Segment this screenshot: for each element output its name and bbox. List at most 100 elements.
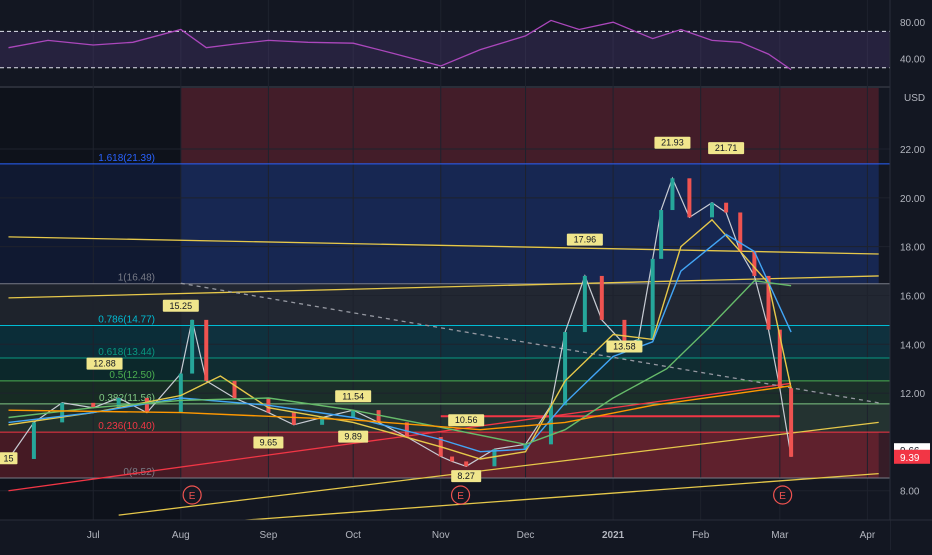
moving-average-line[interactable] xyxy=(8,280,792,446)
fib-level-label: 0.382(11.56) xyxy=(99,393,155,404)
price-annotation-box xyxy=(162,299,199,312)
price-candle[interactable] xyxy=(650,258,655,340)
annotations: 15.25 12.88 11.54 10.56 9.65 9.89 8.27 17.96 13.… xyxy=(0,136,793,505)
price-candle[interactable] xyxy=(738,212,743,252)
price-candle[interactable] xyxy=(232,380,237,398)
price-annotation-label: 8.27 xyxy=(457,471,475,481)
price-candle[interactable] xyxy=(178,373,183,413)
price-annotation-label: 15 xyxy=(3,453,13,463)
fib-level-label: 0.5(12.50) xyxy=(109,370,155,381)
price-candle[interactable] xyxy=(766,275,771,330)
moving-average-line[interactable] xyxy=(8,233,792,453)
price-annotation-label: 13.58 xyxy=(613,342,636,352)
price-annotation-box xyxy=(566,233,603,246)
price-candle[interactable] xyxy=(91,402,96,408)
price-candle[interactable] xyxy=(204,319,209,381)
price-candle[interactable] xyxy=(190,319,195,374)
trendline-support[interactable] xyxy=(8,275,879,299)
price-candle[interactable] xyxy=(622,319,627,345)
oscillator-band xyxy=(0,31,890,68)
fib-level-label: 1.618(21.39) xyxy=(98,153,155,164)
price-candle[interactable] xyxy=(144,397,149,413)
price-tick-label: 20.00 xyxy=(900,194,925,205)
price-tick-label: 18.00 xyxy=(900,243,925,254)
earnings-marker-icon xyxy=(773,485,793,505)
price-candle[interactable] xyxy=(523,444,528,450)
price-candle[interactable] xyxy=(464,461,469,467)
time-tick-label: Sep xyxy=(260,530,278,541)
oscillator-line[interactable] xyxy=(8,19,792,71)
price-candle[interactable] xyxy=(31,422,36,459)
fib-zone xyxy=(180,88,879,164)
price-tick-label: 14.00 xyxy=(900,340,925,351)
price-candle[interactable] xyxy=(659,210,664,259)
price-candle[interactable] xyxy=(789,388,794,457)
moving-average-line[interactable] xyxy=(8,218,792,460)
price-candle[interactable] xyxy=(351,410,356,418)
price-annotation-label: 9.65 xyxy=(260,437,278,447)
price-series[interactable] xyxy=(6,176,794,467)
fib-band xyxy=(0,380,890,404)
trendline-projection[interactable] xyxy=(180,282,879,404)
earnings-marker-label: E xyxy=(457,491,464,502)
price-tick-label: 22.00 xyxy=(900,145,925,156)
time-tick-label: Oct xyxy=(345,530,361,541)
oscillator-panel[interactable] xyxy=(0,19,890,71)
earnings-marker-label: E xyxy=(189,491,196,502)
price-annotation-box xyxy=(86,357,123,370)
price-candle[interactable] xyxy=(450,456,455,462)
current-price-badge[interactable] xyxy=(894,449,930,464)
fib-levels[interactable]: 1.618(21.39) 1(16.48) 0.786(14.77) 0.618(13… xyxy=(0,153,890,479)
trendline-resistance[interactable] xyxy=(8,382,792,492)
price-candle[interactable] xyxy=(687,178,692,218)
price-tick-label: 12.00 xyxy=(900,389,925,400)
price-annotation-box xyxy=(606,340,643,353)
price-annotation-label: 10.56 xyxy=(455,415,478,425)
price-candle[interactable] xyxy=(752,251,757,276)
price-candle[interactable] xyxy=(492,449,497,467)
fib-zone xyxy=(0,88,181,520)
trendline-support[interactable] xyxy=(146,472,879,528)
trendline-support[interactable] xyxy=(8,236,879,255)
price-candle[interactable] xyxy=(320,417,325,425)
fib-band xyxy=(0,357,890,381)
price-candle[interactable] xyxy=(777,329,782,389)
earnings-marker-label: E xyxy=(779,491,786,502)
price-annotation-box xyxy=(708,142,745,155)
trendline-support[interactable] xyxy=(118,421,879,516)
price-annotation-label: 12.88 xyxy=(93,359,116,369)
trendlines[interactable] xyxy=(8,236,879,528)
price-candle[interactable] xyxy=(599,275,604,320)
price-candle[interactable] xyxy=(548,405,553,445)
price-annotation-box xyxy=(338,430,369,443)
price-annotation-box xyxy=(0,452,18,465)
price-candle[interactable] xyxy=(582,275,587,333)
price-tick-label: 16.00 xyxy=(900,291,925,302)
price-tick-label: 8.00 xyxy=(900,487,920,498)
earnings-marker-icon xyxy=(450,485,471,505)
time-tick-label: Dec xyxy=(517,530,535,541)
fib-level-label: 0.786(14.77) xyxy=(98,314,155,325)
time-tick-label: Mar xyxy=(771,530,789,541)
price-candle[interactable] xyxy=(291,412,296,425)
fib-level-label: 0.236(10.40) xyxy=(98,421,155,432)
price-annotation-box xyxy=(253,436,284,449)
price-annotation-label: 21.93 xyxy=(661,138,684,148)
time-tick-label: Apr xyxy=(860,530,876,541)
price-annotation-box xyxy=(451,470,482,483)
price-candle[interactable] xyxy=(376,410,381,423)
oscillator-tick-label: 40.00 xyxy=(900,55,925,66)
price-candle[interactable] xyxy=(116,397,121,408)
price-candle[interactable] xyxy=(60,402,65,423)
price-line[interactable] xyxy=(8,176,792,467)
price-candle[interactable] xyxy=(670,178,675,211)
price-candle[interactable] xyxy=(710,202,714,218)
grid xyxy=(0,0,890,520)
moving-average-line[interactable] xyxy=(8,385,792,431)
price-candle[interactable] xyxy=(563,332,568,406)
price-candle[interactable] xyxy=(724,202,729,213)
price-candle[interactable] xyxy=(404,422,409,438)
